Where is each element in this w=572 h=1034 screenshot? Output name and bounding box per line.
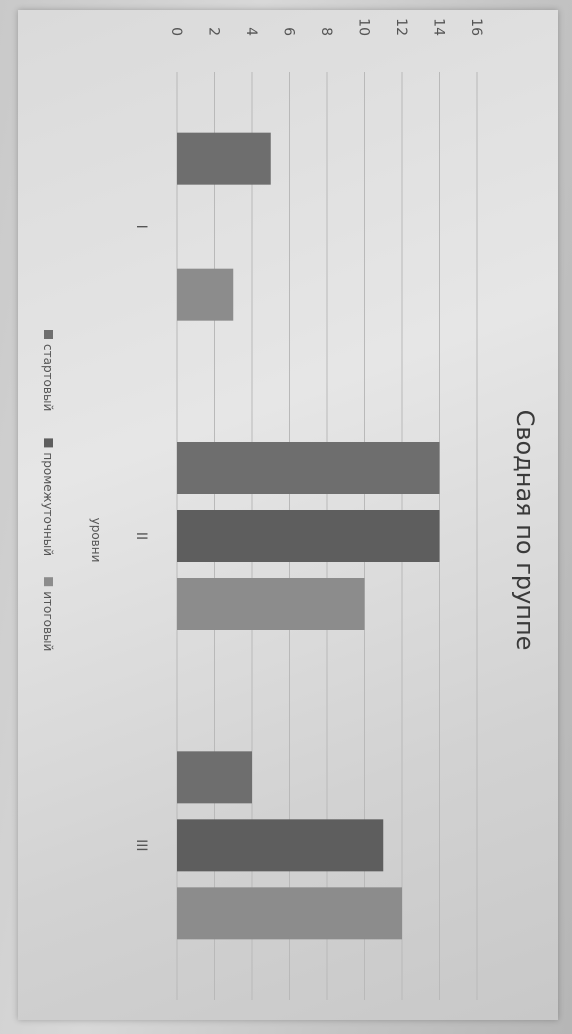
y-tick-label: 14	[431, 18, 447, 36]
y-tick-label: 12	[393, 18, 409, 36]
legend-label: итоговый	[41, 591, 55, 651]
legend-label: промежуточный	[41, 452, 55, 556]
y-tick-label: 10	[356, 18, 372, 36]
bar-стартовый-III	[177, 751, 252, 804]
y-tick-label: 2	[206, 27, 222, 36]
x-axis-label: уровни	[89, 518, 103, 563]
x-tick-label: I	[133, 225, 149, 229]
bar-промежуточный-III	[177, 819, 384, 872]
x-tick-label: III	[133, 839, 149, 851]
legend-swatch	[44, 330, 53, 339]
bar-стартовый-II	[177, 442, 440, 494]
legend: стартовый промежуточный итоговый	[41, 330, 55, 651]
y-tick-label: 0	[168, 27, 184, 36]
bar-промежуточный-II	[177, 510, 440, 562]
y-tick-label: 8	[318, 27, 334, 36]
x-tick-label: II	[133, 532, 149, 540]
legend-swatch	[44, 438, 53, 448]
bar-стартовый-I	[177, 132, 271, 185]
y-tick-label: 4	[243, 27, 259, 36]
bar-итоговый-III	[177, 887, 402, 940]
y-tick-label: 16	[468, 18, 484, 36]
bar-итоговый-II	[177, 578, 365, 630]
chart-title: Сводная по группе	[511, 410, 539, 651]
y-tick-label: 6	[281, 27, 297, 36]
bars	[177, 132, 440, 940]
y-tick-labels: 0 2 4 6 8 10 12 14 16	[168, 18, 484, 36]
bar-итоговый-I	[177, 268, 234, 321]
legend-swatch	[44, 577, 53, 587]
legend-label: стартовый	[41, 344, 55, 411]
